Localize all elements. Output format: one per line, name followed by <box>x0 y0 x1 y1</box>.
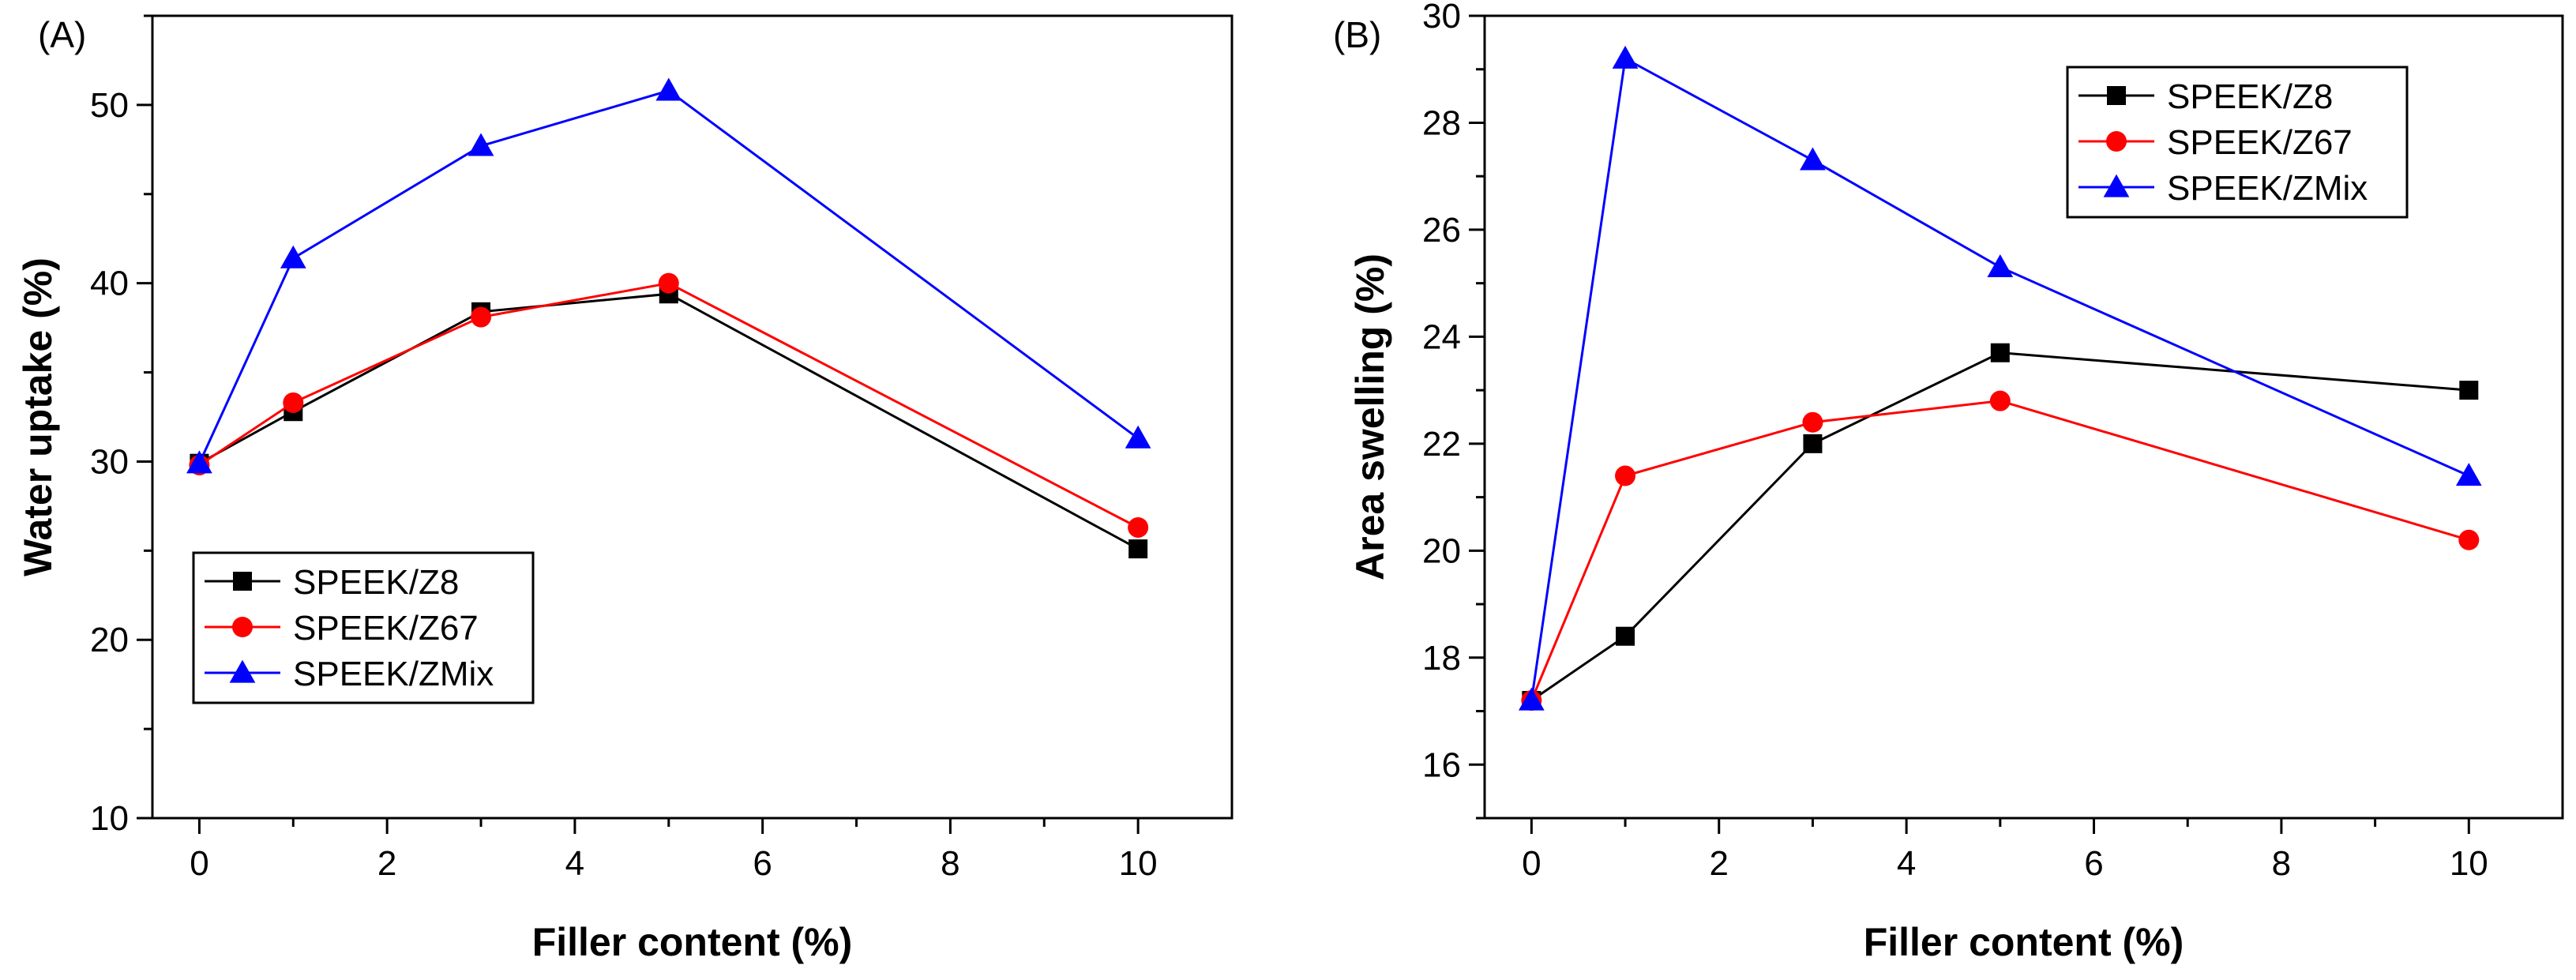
x-tick-label: 8 <box>941 844 959 883</box>
series-speek-z8 <box>190 284 1148 559</box>
data-point <box>1612 45 1639 69</box>
y-axis-title: Area swelling (%) <box>1348 253 1392 580</box>
data-point <box>1128 516 1149 538</box>
y-tick-label: 16 <box>1422 745 1461 784</box>
x-tick-label: 8 <box>2272 844 2291 883</box>
y-axis-title: Water uptake (%) <box>16 257 60 576</box>
plot-frame <box>151 14 1234 820</box>
data-point <box>1616 626 1635 646</box>
x-tick-label: 4 <box>1897 844 1916 883</box>
data-point <box>1803 434 1823 453</box>
legend: SPEEK/Z8 SPEEK/Z67 SPEEK/ZMix <box>2066 66 2409 219</box>
y-tick-label: 26 <box>1422 211 1461 250</box>
x-tick-label: 6 <box>2084 844 2103 883</box>
data-point <box>655 77 682 101</box>
y-tick-label: 20 <box>90 621 129 659</box>
legend-label: SPEEK/Z67 <box>2167 123 2353 162</box>
data-point <box>280 245 306 268</box>
series-speek-z67 <box>189 272 1149 538</box>
data-point <box>468 133 494 156</box>
legend-marker <box>229 659 256 683</box>
panel-label: (B) <box>1333 14 1381 55</box>
legend-label: SPEEK/Z8 <box>293 563 459 602</box>
data-point <box>1987 253 2014 278</box>
panel-label: (A) <box>38 14 86 55</box>
series-line <box>198 292 1139 550</box>
data-point <box>186 450 212 474</box>
x-tick-label: 10 <box>2450 844 2488 883</box>
x-axis-title: Filler content (%) <box>532 920 853 964</box>
y-tick-label: 50 <box>90 86 129 125</box>
series-speek-z67 <box>1521 390 2480 711</box>
legend-label: SPEEK/Z8 <box>2167 77 2333 116</box>
series-line <box>198 282 1139 529</box>
x-tick-label: 0 <box>1522 844 1541 883</box>
y-tick-label: 22 <box>1422 425 1461 464</box>
y-tick-label: 20 <box>1422 531 1461 570</box>
x-tick-label: 0 <box>190 844 208 883</box>
legend-marker <box>232 617 253 637</box>
chart-panel-a: (A) 0 2 4 6 8 10 10 20 30 40 50 Filler content (%) Wa… <box>16 14 1234 964</box>
legend-marker <box>233 572 252 591</box>
x-axis-title: Filler content (%) <box>1864 920 2184 964</box>
y-tick-label: 30 <box>90 442 129 481</box>
data-point <box>1990 343 2010 362</box>
data-point <box>283 392 304 413</box>
plot-frame <box>1483 14 2564 820</box>
data-point <box>1128 539 1148 559</box>
series-speek-zmix <box>186 77 1151 474</box>
x-tick-label: 2 <box>377 844 396 883</box>
data-point <box>2455 463 2482 486</box>
legend-marker <box>2107 86 2126 105</box>
legend-label: SPEEK/ZMix <box>2167 169 2368 208</box>
series-speek-zmix <box>1518 45 2482 711</box>
series-line <box>1530 400 2469 701</box>
x-tick-label: 2 <box>1709 844 1728 883</box>
data-point <box>1989 390 2011 411</box>
data-point <box>2459 381 2479 400</box>
series-speek-z8 <box>1522 343 2479 710</box>
y-tick-label: 10 <box>90 799 129 838</box>
x-tick-label: 10 <box>1119 844 1158 883</box>
data-point <box>1802 411 1823 433</box>
data-point <box>2458 529 2480 550</box>
legend-label: SPEEK/ZMix <box>293 655 494 693</box>
data-point <box>1518 687 1545 711</box>
data-point <box>471 306 492 328</box>
legend-marker <box>2103 174 2130 197</box>
x-tick-label: 4 <box>565 844 584 883</box>
legend-label: SPEEK/Z67 <box>293 609 479 648</box>
y-tick-label: 28 <box>1422 103 1461 142</box>
legend: SPEEK/Z8 SPEEK/Z67 SPEEK/ZMix <box>192 551 535 704</box>
y-tick-label: 40 <box>90 265 129 303</box>
data-point <box>658 272 679 294</box>
data-point <box>1125 425 1151 449</box>
x-tick-label: 6 <box>753 844 772 883</box>
legend-marker <box>2106 131 2127 152</box>
y-tick-label: 18 <box>1422 639 1461 678</box>
data-point <box>1615 465 1636 486</box>
y-tick-label: 24 <box>1422 317 1461 356</box>
y-tick-label: 30 <box>1422 0 1461 36</box>
data-point <box>1800 147 1826 171</box>
